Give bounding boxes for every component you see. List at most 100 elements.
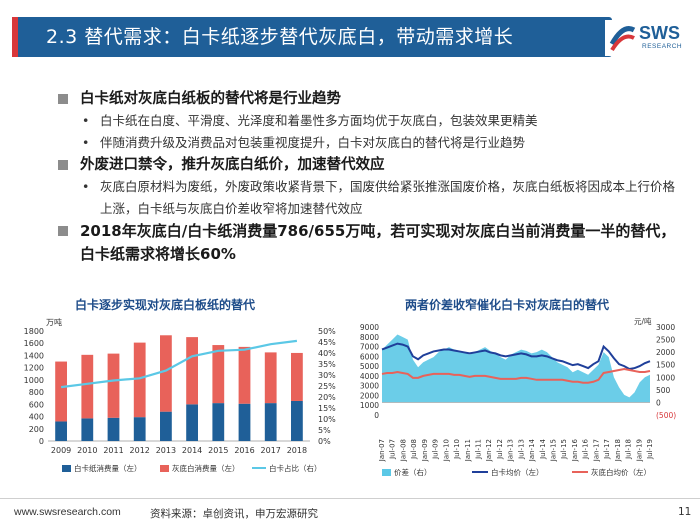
- bullet-item: 伴随消费升级及消费品对包装重视度提升，白卡对灰底白的替代将是行业趋势: [82, 132, 680, 154]
- x-tick-label: Jul-19: [646, 439, 654, 460]
- y-tick-label-left: 1400: [24, 351, 44, 360]
- y-tick-label-right: 2500: [656, 336, 675, 345]
- y-tick-label-right: 40%: [318, 349, 336, 358]
- y-tick-label-left: 1000: [24, 376, 44, 385]
- sws-logo-icon: [609, 26, 636, 52]
- y-tick-label-left: 4000: [360, 372, 379, 381]
- legend-label-huidibai: 灰底白消费量（左）: [172, 463, 240, 473]
- logo-subtext: RESEARCH: [642, 43, 683, 50]
- x-tick-label: 2012: [130, 446, 150, 455]
- bar-huidibai: [212, 345, 225, 404]
- x-tick-label: 2017: [261, 446, 281, 455]
- y-tick-label-left: 9000: [360, 323, 379, 332]
- y-tick-label-left: 1000: [360, 401, 379, 410]
- bullet-list: 白卡纸对灰底白纸板的替代将是行业趋势 白卡纸在白度、平滑度、光泽度和着墨性多方面…: [58, 88, 680, 266]
- x-tick-label: Jul-10: [453, 439, 461, 460]
- y-tick-label-left: 0: [39, 437, 44, 446]
- area-spread: [382, 334, 650, 403]
- y-tick-label-left: 5000: [360, 362, 379, 371]
- y-tick-label-right: 10%: [318, 415, 336, 424]
- x-tick-label: Jan-09: [421, 439, 429, 462]
- y-tick-label-left: 0: [374, 411, 379, 420]
- y-tick-label-right: 500: [656, 386, 671, 395]
- y-tick-label-left: 1800: [24, 327, 44, 336]
- legend-label-share: 白卡占比（右）: [269, 463, 322, 473]
- footer-website[interactable]: www.swsresearch.com: [14, 506, 121, 518]
- page-number: 11: [678, 506, 692, 518]
- line-baika-price: [381, 342, 651, 371]
- y-tick-label-right: 3000: [656, 323, 675, 332]
- footer-divider: [0, 498, 700, 499]
- x-tick-label: 2015: [208, 446, 228, 455]
- bar-huidibai: [238, 346, 251, 404]
- legend-swatch-huidibai: [160, 465, 169, 472]
- y-tick-label-left: 1600: [24, 339, 44, 348]
- x-tick-label: 2010: [77, 446, 97, 455]
- bar-huidibai: [264, 352, 277, 404]
- bar-baika: [212, 403, 225, 441]
- x-tick-label: Jan-12: [485, 439, 493, 462]
- x-tick-label: Jan-07: [378, 439, 386, 462]
- x-tick-label: Jan-19: [635, 439, 643, 462]
- y-tick-label-right: 50%: [318, 327, 336, 336]
- bar-huidibai: [291, 352, 303, 401]
- x-tick-label: Jan-15: [550, 439, 558, 462]
- x-tick-label: Jul-11: [474, 439, 482, 460]
- title-bar: [12, 17, 612, 57]
- x-tick-label: 2011: [103, 446, 123, 455]
- bar-baika: [107, 417, 120, 441]
- y-tick-label-right: 35%: [318, 360, 336, 369]
- chart-left: 万吨 0 200 400 600 800 1000 1200 1400 1600 1800 0% 5% 1…: [24, 317, 337, 473]
- x-tick-label: Jul-09: [432, 439, 440, 460]
- bar-huidibai: [107, 353, 120, 418]
- x-tick-label: 2013: [156, 446, 176, 455]
- x-tick-label: Jan-18: [614, 439, 622, 462]
- slide-title: 2.3 替代需求：白卡纸逐步替代灰底白，带动需求增长: [46, 26, 514, 48]
- x-tick-label: Jan-10: [442, 439, 450, 462]
- y-tick-label-right: (500): [656, 411, 676, 420]
- x-tick-label: Jul-18: [625, 439, 633, 460]
- legend-label-baika-price: 白卡均价（左）: [491, 467, 544, 477]
- y-tick-label-right: 1500: [656, 361, 675, 370]
- x-tick-label: Jan-11: [464, 439, 472, 462]
- x-tick-label: Jul-14: [539, 438, 547, 459]
- y-tick-label-right: 5%: [318, 426, 331, 435]
- x-tick-label: Jan-17: [592, 439, 600, 462]
- bar-baika: [186, 404, 198, 441]
- line-huidibai-price: [381, 368, 651, 384]
- y-tick-label-left: 6000: [360, 352, 379, 361]
- y-tick-label-left: 3000: [360, 382, 379, 391]
- bullet-heading: 白卡纸对灰底白纸板的替代将是行业趋势: [58, 88, 680, 110]
- logo-text: SWS: [639, 23, 681, 43]
- y-tick-label-left: 400: [29, 413, 44, 422]
- x-tick-label: Jul-12: [496, 439, 504, 460]
- legend-label-huidibai-price: 灰底白均价（左）: [591, 467, 651, 477]
- bullet-heading: 外废进口禁令，推升灰底白纸价，加速替代效应: [58, 154, 680, 176]
- bullet-heading: 2018年灰底白/白卡纸消费量786/655万吨，若可实现对灰底白当前消费量一半…: [58, 220, 680, 266]
- y-tick-label-right: 25%: [318, 382, 336, 391]
- bar-huidibai: [133, 342, 146, 418]
- x-tick-label: Jan-08: [399, 439, 407, 462]
- y-tick-label-right: 0%: [318, 437, 331, 446]
- y-tick-label-left: 600: [29, 400, 44, 409]
- y-tick-label-left: 7000: [360, 343, 379, 352]
- bar-baika: [160, 411, 172, 441]
- x-tick-label: 2009: [51, 446, 71, 455]
- y-tick-label-left: 2000: [360, 391, 379, 400]
- bar-huidibai: [55, 361, 67, 422]
- y-tick-label-right: 15%: [318, 404, 336, 413]
- footer-source: 资料来源：卓创资讯，申万宏源研究: [150, 508, 318, 520]
- bar-baika: [55, 421, 67, 441]
- title-accent: [12, 17, 18, 57]
- bar-baika: [81, 418, 94, 441]
- y-tick-label-left: 200: [29, 425, 44, 434]
- bar-huidibai: [81, 354, 94, 419]
- chart-left-title: 白卡逐步实现对灰底白板纸的替代: [75, 298, 256, 312]
- legend-label-baika: 白卡纸消费量（左）: [74, 463, 142, 473]
- x-tick-label: Jul-07: [389, 439, 397, 460]
- legend-swatch-spread: [382, 469, 391, 476]
- right-axis-unit: 元/吨: [634, 316, 652, 326]
- x-tick-label: Jul-16: [582, 438, 590, 459]
- x-tick-label: Jul-13: [517, 439, 525, 460]
- slide-header: 2.3 替代需求：白卡纸逐步替代灰底白，带动需求增长 SWS RESEARCH: [0, 0, 700, 78]
